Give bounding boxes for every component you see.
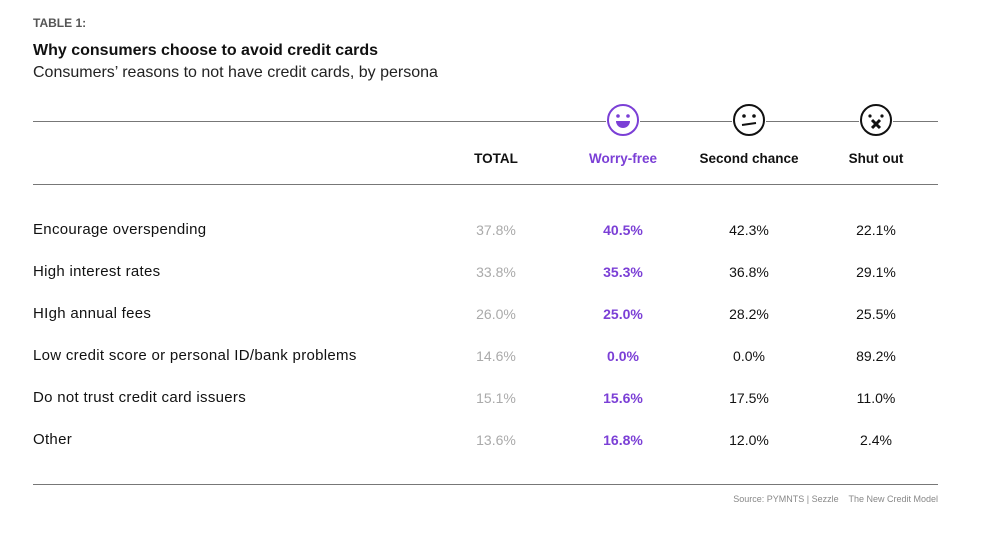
table-cell: 26.0% (476, 306, 516, 322)
bottom-divider (33, 484, 938, 485)
row-label: HIgh annual fees (33, 305, 152, 322)
column-header: Shut out (848, 151, 904, 166)
row-label: Encourage overspending (33, 221, 207, 238)
row-label: Do not trust credit card issuers (33, 389, 247, 406)
table-cell: 0.0% (733, 348, 765, 364)
table-cell: 25.0% (603, 306, 643, 322)
table-cell: 40.5% (603, 222, 643, 238)
table-cell: 0.0% (607, 348, 639, 364)
table-cell: 15.1% (476, 390, 516, 406)
table-cell: 35.3% (603, 264, 643, 280)
happy-face-icon (606, 103, 640, 137)
source-note: Source: PYMNTS | Sezzle The New Credit M… (733, 494, 938, 504)
table-cell: 16.8% (603, 432, 643, 448)
chart-subtitle: Consumers’ reasons to not have credit ca… (33, 64, 438, 81)
table-cell: 25.5% (856, 306, 896, 322)
table-cell: 11.0% (856, 390, 896, 406)
header-divider (33, 184, 938, 185)
row-label: High interest rates (33, 263, 161, 280)
table-cell: 42.3% (729, 222, 769, 238)
row-label: Other (33, 431, 73, 448)
column-header: Worry-free (588, 151, 658, 166)
table-cell: 37.8% (476, 222, 516, 238)
column-header: TOTAL (474, 151, 518, 166)
table-cell: 28.2% (729, 306, 769, 322)
table-cell: 12.0% (729, 432, 769, 448)
table-cell: 15.6% (603, 390, 643, 406)
table-cell: 2.4% (860, 432, 892, 448)
chart-title: Why consumers choose to avoid credit car… (33, 42, 378, 59)
table-cell: 14.6% (476, 348, 516, 364)
table-cell: 29.1% (856, 264, 896, 280)
dead-face-icon (859, 103, 893, 137)
table-label: TABLE 1: (33, 16, 87, 30)
neutral-face-icon (732, 103, 766, 137)
table-cell: 33.8% (476, 264, 516, 280)
table-cell: 13.6% (476, 432, 516, 448)
table-cell: 17.5% (729, 390, 769, 406)
table-cell: 89.2% (856, 348, 896, 364)
table-cell: 22.1% (856, 222, 896, 238)
row-label: Low credit score or personal ID/bank pro… (33, 347, 357, 364)
table-cell: 36.8% (729, 264, 769, 280)
top-divider (33, 121, 938, 122)
column-header: Second chance (699, 151, 799, 166)
